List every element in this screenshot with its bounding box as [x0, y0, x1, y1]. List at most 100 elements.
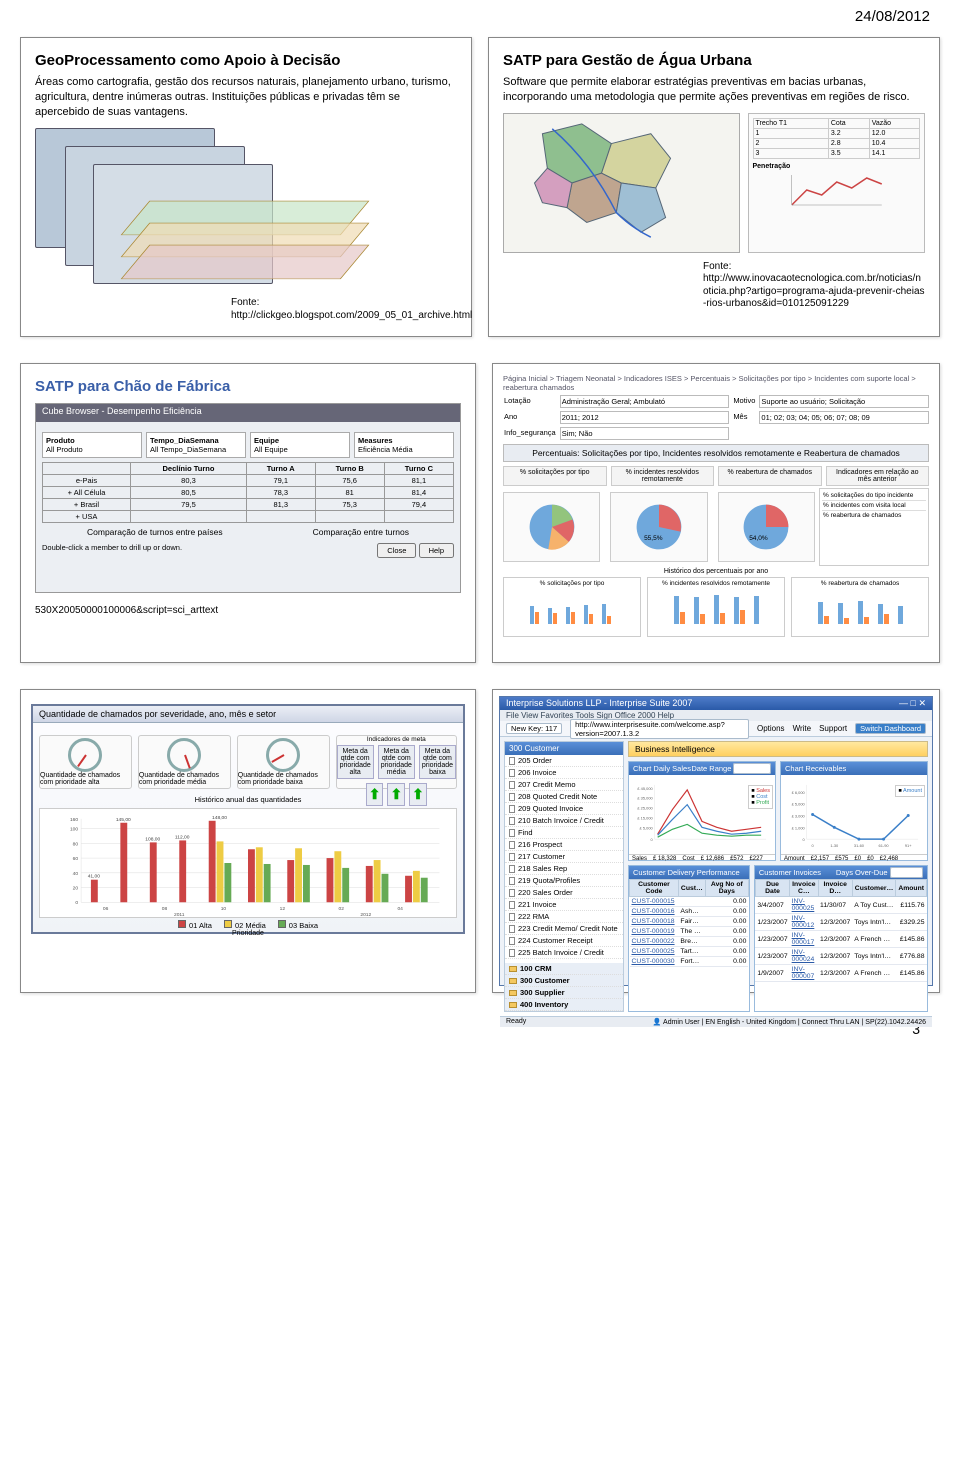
pct-title: Percentuais: Solicitações por tipo, Inci… [503, 444, 929, 462]
nav-item[interactable]: 224 Customer Receipt [505, 935, 623, 947]
page-date: 24/08/2012 [0, 0, 960, 29]
bi-title: Business Intelligence [628, 741, 928, 757]
gauge-alta: Quantidade de chamados com prioridade al… [39, 735, 132, 789]
slide-percentuais-dashboard: Página Inicial > Triagem Neonatal > Indi… [492, 363, 940, 663]
breadcrumb: Página Inicial > Triagem Neonatal > Indi… [503, 374, 929, 392]
filters: LotaçãoAdministração Geral; Ambulató Mot… [503, 395, 929, 440]
svg-text:160: 160 [70, 817, 78, 823]
svg-text:61-90: 61-90 [879, 843, 890, 848]
svg-text:£ 45,000: £ 45,000 [637, 786, 653, 791]
slide2-title: SATP para Gestão de Água Urbana [503, 52, 925, 69]
nav-item[interactable]: 210 Batch Invoice / Credit [505, 815, 623, 827]
pie-solicitacoes [503, 492, 600, 562]
chart-daily-sales: Chart Daily SalesDate Range 30 Days 0£ 5… [628, 761, 776, 861]
svg-text:0: 0 [75, 900, 78, 906]
cap-comparacao-paises: Comparação de turnos entre países [87, 527, 223, 537]
svg-text:91+: 91+ [905, 843, 912, 848]
drill-hint: Double-click a member to drill up or dow… [42, 543, 182, 558]
svg-text:54,0%: 54,0% [750, 535, 769, 542]
cube-browser-titlebar: Cube Browser - Desempenho Eficiência [36, 404, 460, 422]
nav-item[interactable]: 216 Prospect [505, 839, 623, 851]
svg-text:20: 20 [73, 886, 79, 892]
nav-item[interactable]: 208 Quoted Credit Note [505, 791, 623, 803]
slide-satp-agua: SATP para Gestão de Água Urbana Software… [488, 37, 940, 337]
svg-text:41,00: 41,00 [88, 874, 101, 880]
cube-browser-window: Cube Browser - Desempenho Eficiência Pro… [35, 403, 461, 593]
close-button[interactable]: Close [377, 543, 416, 558]
table-row[interactable]: CUST-000025Tart…0.00 [630, 947, 749, 957]
svg-text:112,00: 112,00 [175, 834, 190, 840]
nav-item[interactable]: 220 Sales Order [505, 887, 623, 899]
nav-item[interactable]: 225 Batch Invoice / Credit [505, 947, 623, 959]
nav-item[interactable]: 221 Invoice [505, 899, 623, 911]
table-row[interactable]: 3/4/2007INV-00002511/30/07A Toy Cust…£11… [755, 897, 926, 914]
svg-text:08: 08 [162, 906, 168, 912]
svg-text:02: 02 [339, 906, 345, 912]
table-row[interactable]: 1/9/2007INV-00000712/3/2007A French …£14… [755, 965, 926, 982]
gauge-baixa: Quantidade de chamados com prioridade ba… [237, 735, 330, 789]
cap-comparacao-turnos: Comparação entre turnos [313, 527, 409, 537]
svg-text:£ 15,000: £ 15,000 [637, 815, 653, 820]
nav-item[interactable]: 219 Quota/Profiles [505, 875, 623, 887]
svg-text:£ 35,000: £ 35,000 [637, 796, 653, 801]
gauge-media: Quantidade de chamados com prioridade mé… [138, 735, 231, 789]
nav-item[interactable]: Find [505, 827, 623, 839]
satp-map [503, 113, 740, 253]
bar-chart: 02040 6080100 160 [39, 808, 457, 918]
mini-chart-3: % reabertura de chamados [791, 577, 929, 637]
table-row[interactable]: CUST-000030Fort…0.00 [630, 957, 749, 967]
switch-dashboard-button[interactable]: Switch Dashboard [855, 723, 926, 734]
customer-delivery-table: Customer Delivery Performance Customer C… [628, 865, 750, 1012]
svg-text:£ 5,000: £ 5,000 [640, 825, 654, 830]
svg-text:1-30: 1-30 [830, 843, 839, 848]
svg-text:£ 1,000: £ 1,000 [792, 825, 806, 830]
svg-text:108,00: 108,00 [145, 836, 160, 842]
pie-reabertura: 54,0% [718, 492, 815, 562]
svg-text:£ 5,000: £ 5,000 [792, 802, 806, 807]
svg-text:80: 80 [73, 841, 79, 847]
chart-receivables: Chart Receivables 0£ 1,000£ 3,000 £ 5,00… [780, 761, 928, 861]
table-row[interactable]: 1/23/2007INV-00001712/3/2007A French …£1… [755, 931, 926, 948]
dash-title: Quantidade de chamados por severidade, a… [33, 706, 463, 723]
gauge-meta: Indicadores de meta Meta da qtde com pri… [336, 735, 457, 789]
table-row[interactable]: CUST-0000150.00 [630, 897, 749, 907]
slide-geoprocessamento: GeoProcessamento como Apoio à Decisão Ár… [20, 37, 472, 337]
nav-item[interactable]: 222 RMA [505, 911, 623, 923]
table-row[interactable]: CUST-000016Ash…0.00 [630, 907, 749, 917]
slide1-title: GeoProcessamento como Apoio à Decisão [35, 52, 457, 69]
svg-text:£ 25,000: £ 25,000 [637, 806, 653, 811]
table-row[interactable]: CUST-000022Bre…0.00 [630, 937, 749, 947]
slide3-fonte-code: 530X20050000100006&script=sci_arttext [35, 605, 461, 618]
svg-text:04: 04 [397, 906, 403, 912]
svg-text:06: 06 [103, 906, 109, 912]
help-button[interactable]: Help [419, 543, 454, 558]
nav-item[interactable]: 206 Invoice [505, 767, 623, 779]
slide2-fonte: Fonte: http://www.inovacaotecnologica.co… [703, 261, 925, 311]
table-row[interactable]: CUST-000018Fair…0.00 [630, 917, 749, 927]
slide2-text: Software que permite elaborar estratégia… [503, 75, 925, 105]
svg-text:2012: 2012 [360, 912, 371, 917]
table-row[interactable]: 1/23/2007INV-00001212/3/2007Toys Intn'l…… [755, 914, 926, 931]
nav-item[interactable]: 205 Order [505, 755, 623, 767]
nav-item[interactable]: 217 Customer [505, 851, 623, 863]
nav-item[interactable]: 218 Sales Rep [505, 863, 623, 875]
customer-invoices-table: Customer InvoicesDays Over-Due 0 Days Du… [754, 865, 928, 1012]
svg-text:148,00: 148,00 [212, 815, 227, 821]
cube-data-table: Declínio TurnoTurno ATurno BTurno C e-Pa… [42, 462, 454, 523]
erp-toolbar[interactable]: New Key: 117 http://www.interprisesuite.… [500, 721, 932, 737]
svg-text:55,5%: 55,5% [644, 535, 663, 542]
mini-chart-2: % incidentes resolvidos remotamente [647, 577, 785, 637]
table-row[interactable]: 1/23/2007INV-00002412/3/2007Toys Intn'l…… [755, 948, 926, 965]
slide-satp-fabrica: SATP para Chão de Fábrica Cube Browser -… [20, 363, 476, 663]
svg-text:0: 0 [651, 837, 654, 842]
bar-legend: 01 Alta 02 Média 03 Baixa [39, 920, 457, 930]
svg-text:£ 6,000: £ 6,000 [792, 790, 806, 795]
nav-item[interactable]: 207 Credit Memo [505, 779, 623, 791]
erp-nav-tree[interactable]: 300 Customer 205 Order206 Invoice207 Cre… [504, 741, 624, 1012]
nav-item[interactable]: 223 Credit Memo/ Credit Note [505, 923, 623, 935]
slide1-text: Áreas como cartografia, gestão dos recur… [35, 75, 457, 120]
svg-text:0: 0 [803, 837, 806, 842]
nav-item[interactable]: 209 Quoted Invoice [505, 803, 623, 815]
svg-text:100: 100 [70, 827, 78, 833]
table-row[interactable]: CUST-000019The …0.00 [630, 927, 749, 937]
